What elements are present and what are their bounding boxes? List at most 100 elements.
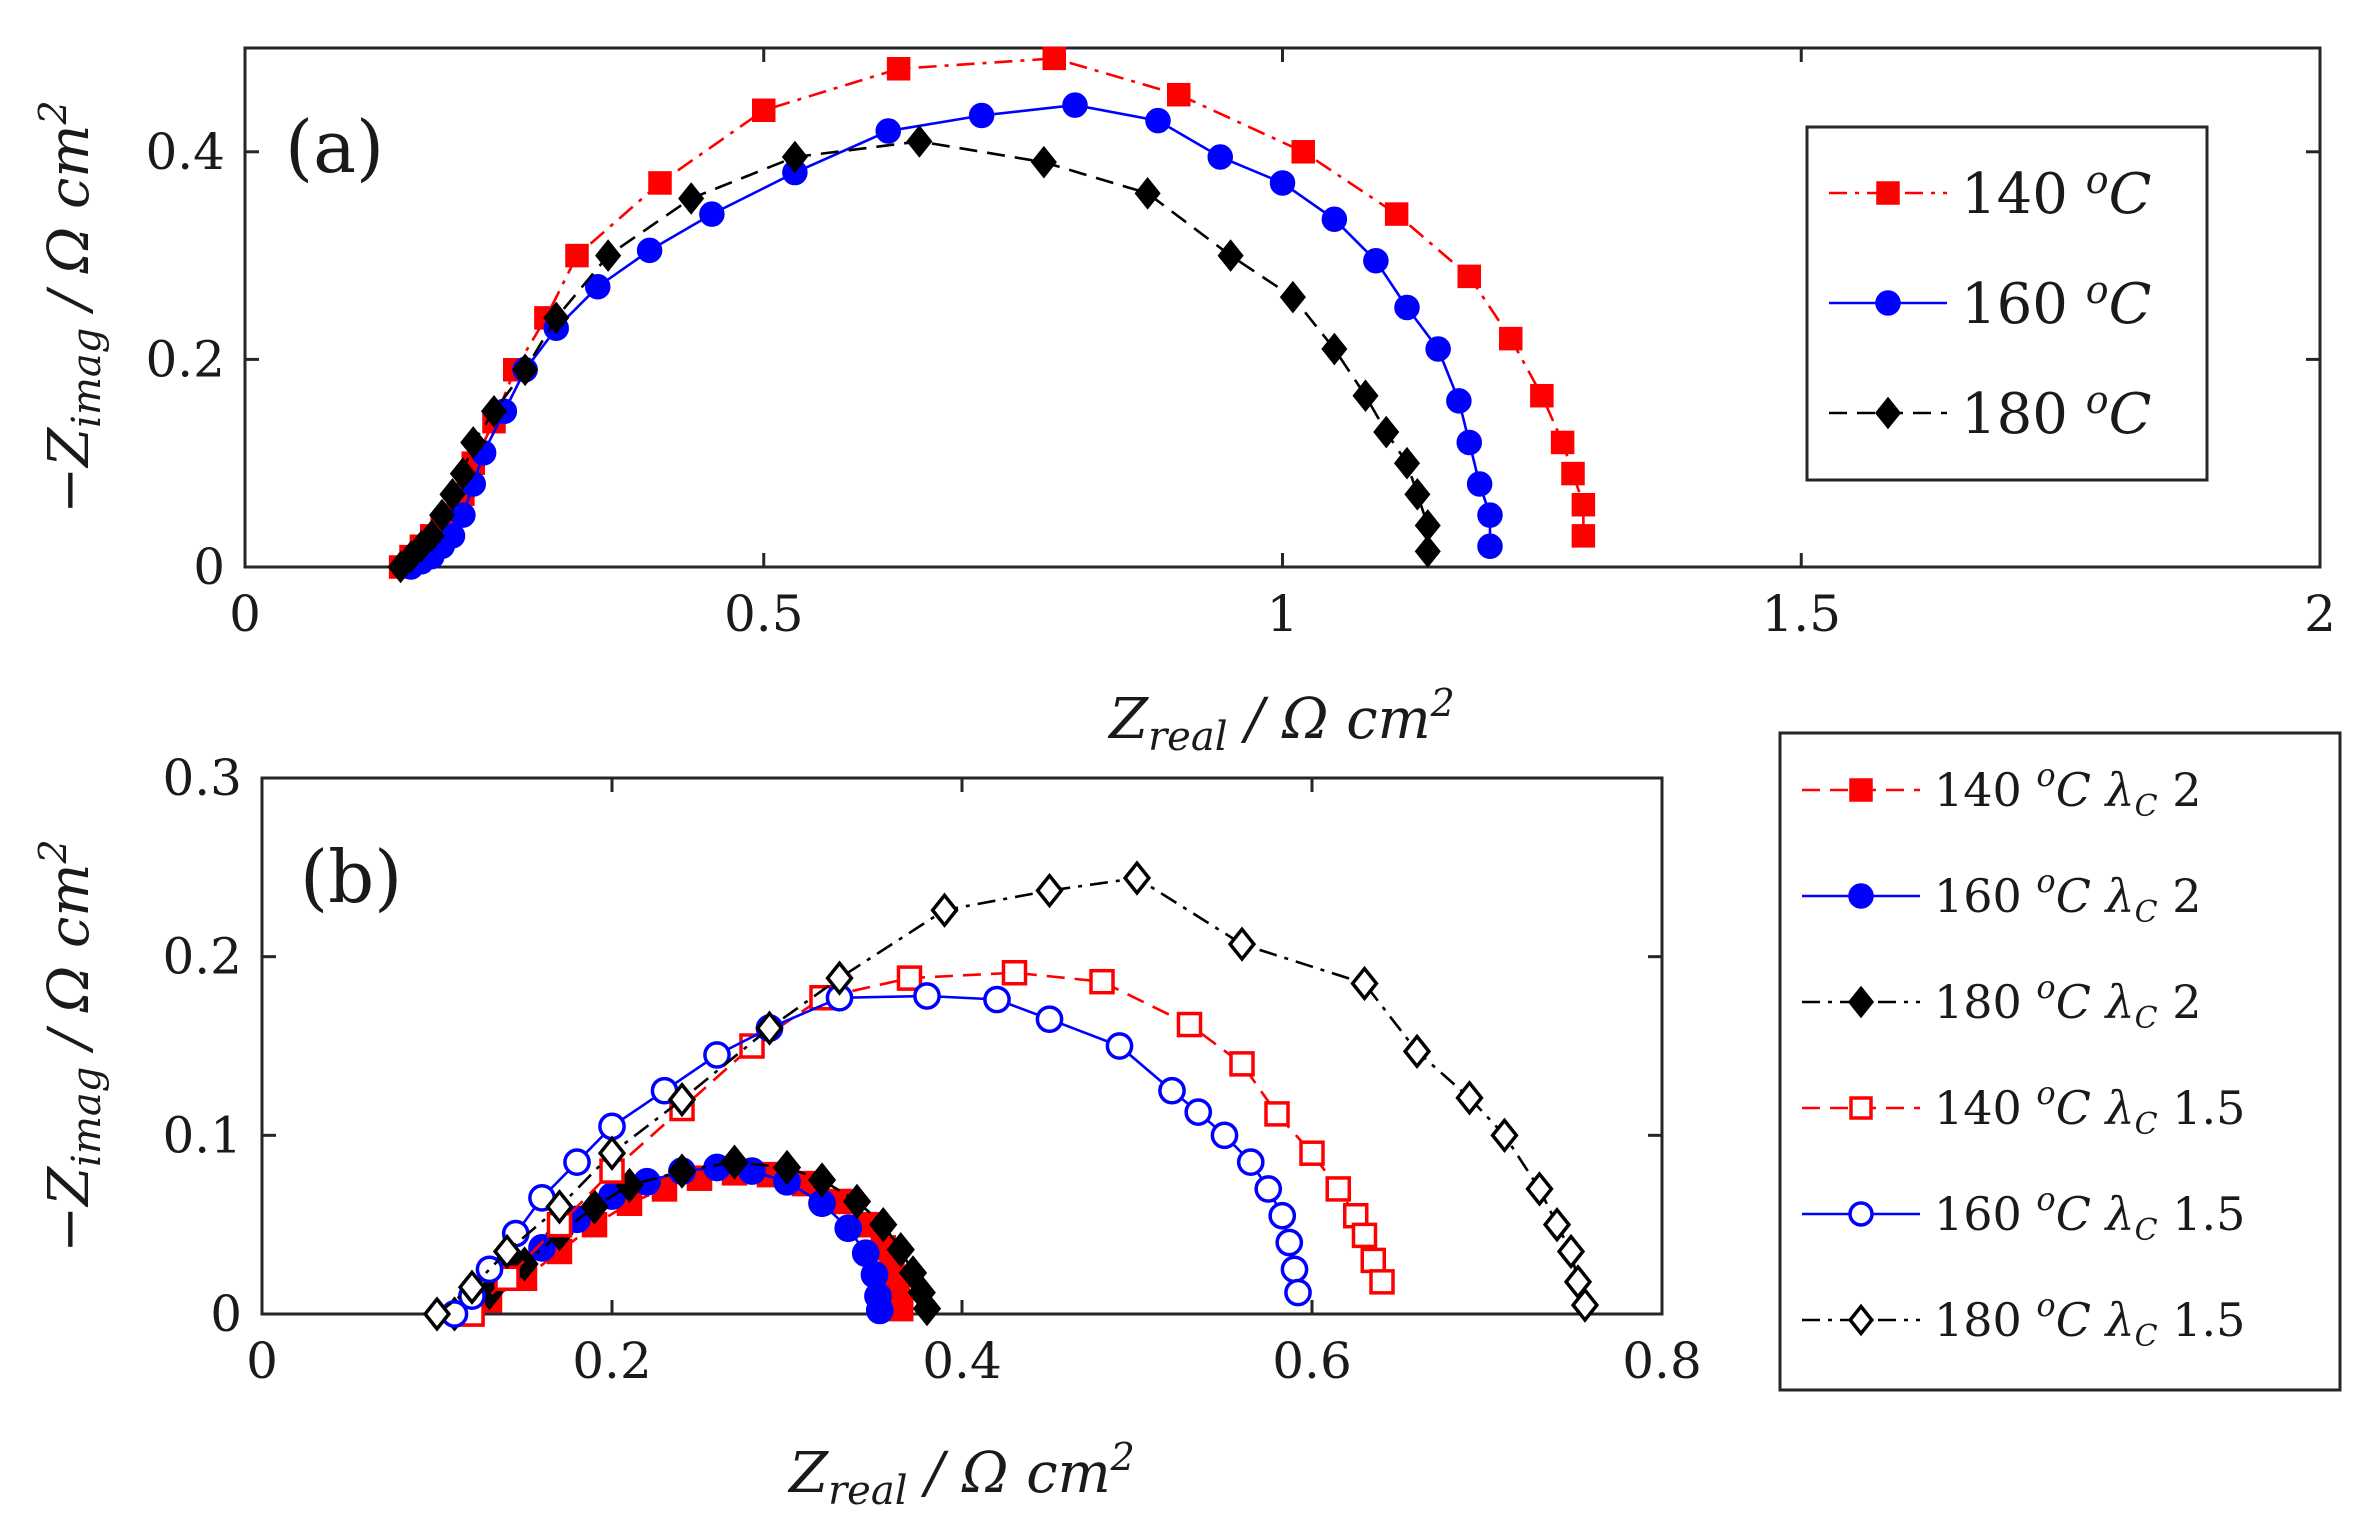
legend-lambda-value: 1.5 xyxy=(2158,1293,2246,1347)
data-point xyxy=(1550,430,1575,455)
data-point xyxy=(1525,1171,1554,1207)
data-point xyxy=(1042,46,1066,71)
panel-a-x-axis-label-sub: real xyxy=(1148,714,1227,760)
data-point xyxy=(869,1207,898,1243)
legend-lambda: λ xyxy=(2091,975,2135,1029)
legend-entry: 140 oC λC 1.5 xyxy=(1802,1074,2245,1142)
legend-swatch-marker xyxy=(1848,883,1874,909)
data-point xyxy=(1571,524,1596,548)
data-point xyxy=(1035,1005,1064,1034)
legend-temp: 140 xyxy=(1934,763,2036,817)
x-tick-label: 1.5 xyxy=(1761,585,1841,643)
data-point xyxy=(1035,872,1064,909)
legend-lambda-value: 1.5 xyxy=(2158,1081,2246,1135)
legend-temp: 140 xyxy=(1934,1081,2036,1135)
legend-entry: 140 oC xyxy=(1829,158,2151,227)
data-point xyxy=(1414,509,1441,542)
legend-degree: o xyxy=(2086,158,2109,202)
legend-lambda-sub: C xyxy=(2135,1213,2158,1248)
data-point xyxy=(580,1189,609,1225)
data-point xyxy=(1229,1051,1255,1077)
panel-a-y-axis-label-sup: 2 xyxy=(31,100,75,125)
x-tick-label: 0.5 xyxy=(724,585,804,643)
data-point xyxy=(1280,1255,1309,1284)
legend-lambda: λ xyxy=(2091,1293,2135,1347)
legend-label: 140 oC λC 1.5 xyxy=(1934,1074,2245,1142)
panel-a-x-axis-label: Zreal / Ω cm2 xyxy=(1107,681,1455,760)
data-point xyxy=(1466,471,1493,497)
data-point xyxy=(720,1144,749,1180)
legend-swatch-marker xyxy=(1874,396,1902,430)
data-point xyxy=(781,140,808,174)
legend-lambda-sub: C xyxy=(2135,1107,2158,1142)
legend-degree: o xyxy=(2036,862,2055,900)
data-point xyxy=(439,523,466,549)
x-tick-label: 2 xyxy=(2304,585,2336,643)
data-point xyxy=(983,985,1011,1014)
data-point xyxy=(1393,446,1421,480)
panel-b-ticks: 0 0.2 0.4 0.6 0.8 0 0.1 0.2 0.3 xyxy=(162,749,1701,1390)
data-point xyxy=(595,239,622,272)
data-point xyxy=(598,1112,626,1141)
legend-swatch-marker xyxy=(1876,181,1900,205)
legend-degree: o xyxy=(2086,378,2109,422)
data-point xyxy=(1207,144,1233,170)
y-tick-label: 0.1 xyxy=(162,1106,242,1164)
data-point xyxy=(418,519,445,553)
data-point xyxy=(1299,1140,1325,1166)
legend-entry: 160 oC λC 2 xyxy=(1802,862,2202,930)
data-point xyxy=(703,1041,731,1069)
data-point xyxy=(1236,1148,1265,1176)
data-point xyxy=(842,1183,872,1220)
panel-a-x-axis-label-unit: / Ω cm xyxy=(1228,687,1431,752)
series-a-2 xyxy=(387,125,1441,584)
data-point xyxy=(699,201,725,227)
data-point xyxy=(585,273,611,300)
panel-b-label: (b) xyxy=(300,835,402,919)
data-point xyxy=(1446,388,1472,414)
panel-b-x-axis-label-sup: 2 xyxy=(1110,1435,1135,1479)
panel-a-ticks: 0 0.5 1 1.5 2 0 0.2 0.4 xyxy=(145,48,2336,643)
panel-a-y-axis-label-unit: / Ω cm xyxy=(37,124,102,327)
data-point xyxy=(1217,239,1244,272)
panel-b-y-axis-label-unit: / Ω cm xyxy=(37,863,102,1066)
legend-lambda-value: 2 xyxy=(2158,869,2202,923)
y-tick-label: 0 xyxy=(210,1285,242,1343)
legend-unit: C xyxy=(2109,382,2152,447)
data-point xyxy=(1321,332,1348,366)
data-point xyxy=(667,1153,697,1189)
data-point xyxy=(1105,1032,1134,1060)
legend-label: 140 oC xyxy=(1961,158,2151,227)
panel-b-frame xyxy=(260,776,1664,1316)
panel-b-y-axis-label-sub: imag xyxy=(64,1067,110,1167)
legend-label: 180 oC xyxy=(1961,378,2151,447)
data-point xyxy=(912,1290,942,1327)
legend-unit: C xyxy=(2056,975,2091,1029)
data-point xyxy=(1384,202,1409,226)
data-point xyxy=(1542,1207,1572,1243)
legend-lambda: λ xyxy=(2091,869,2135,923)
data-point xyxy=(1570,1287,1600,1323)
y-tick-label: 0.2 xyxy=(162,928,242,986)
panel-b-x-axis-label-symbol: Z xyxy=(787,1441,829,1506)
data-point xyxy=(450,502,476,528)
data-point xyxy=(886,57,911,81)
legend-entry: 180 oC xyxy=(1829,378,2151,447)
data-point xyxy=(1268,1201,1297,1230)
data-point xyxy=(1455,1080,1484,1116)
legend-swatch-marker xyxy=(1875,290,1901,316)
legend-unit: C xyxy=(2056,869,2091,923)
legend-degree: o xyxy=(2036,756,2055,794)
legend-temp: 180 xyxy=(1934,975,2036,1029)
data-point xyxy=(896,965,923,991)
data-point xyxy=(597,1135,627,1171)
legend-entry: 180 oC λC 2 xyxy=(1802,968,2202,1036)
data-point xyxy=(930,892,959,928)
legend-temp: 160 xyxy=(1961,272,2086,337)
legend-degree: o xyxy=(2036,1074,2055,1112)
data-point xyxy=(1145,107,1171,134)
legend-label: 160 oC λC 2 xyxy=(1934,862,2202,930)
data-point xyxy=(875,118,901,144)
